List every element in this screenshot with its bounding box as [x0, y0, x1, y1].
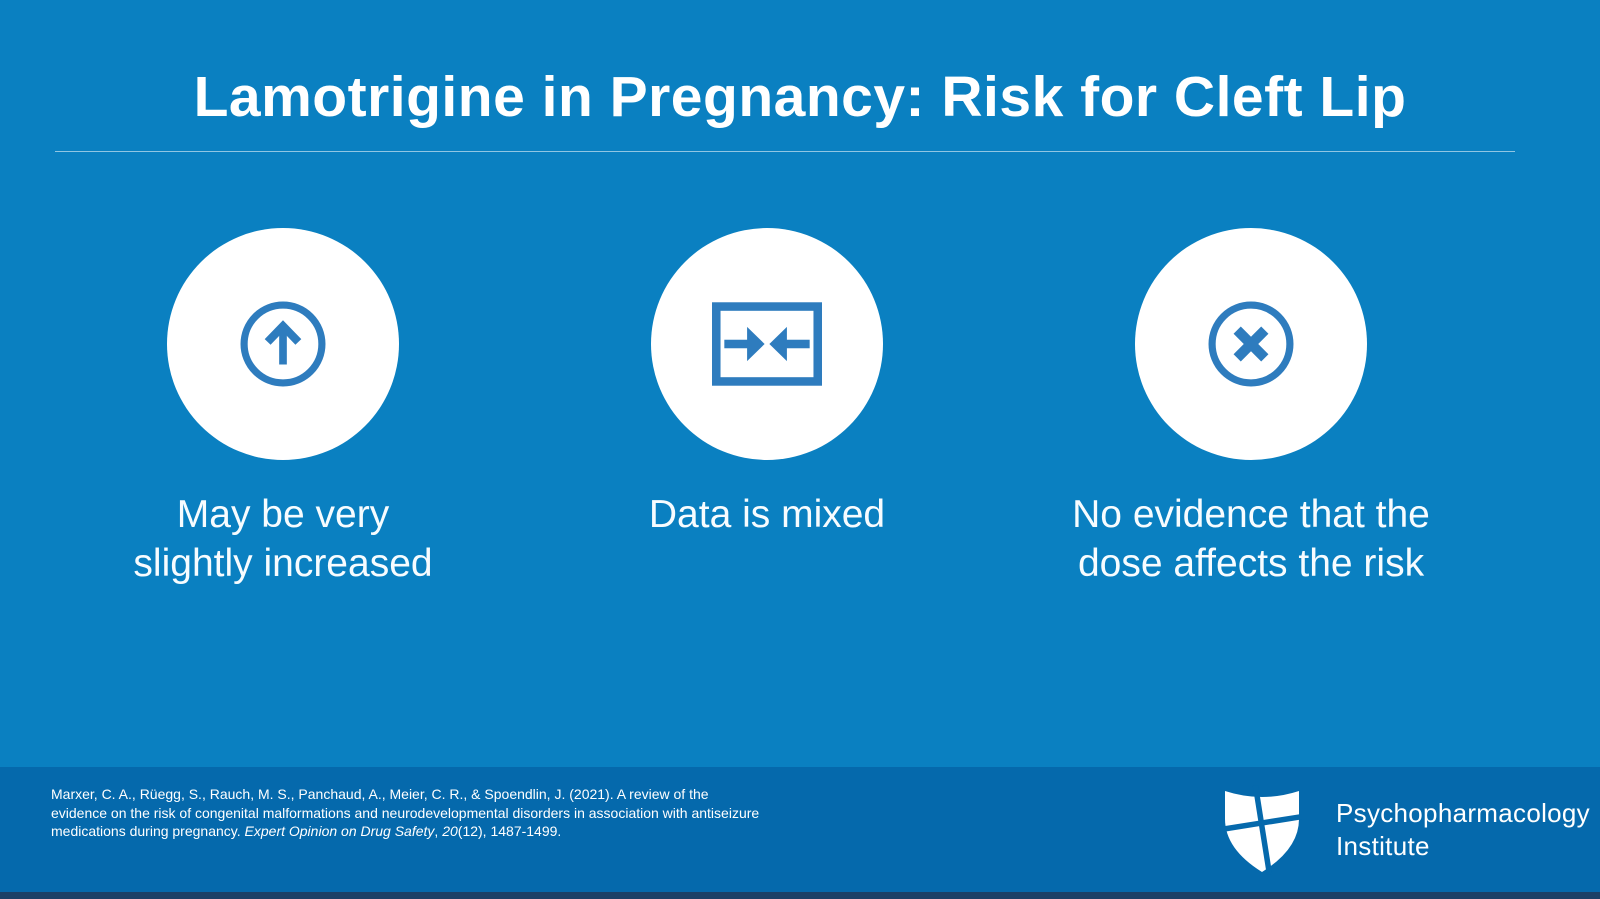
column-label: Data is mixed — [547, 490, 987, 539]
arrow-up-circle-icon — [240, 301, 326, 387]
column-increased-risk: May be very slightly increased — [63, 228, 503, 588]
x-circle-icon — [1208, 301, 1294, 387]
logo-line-2: Institute — [1336, 831, 1430, 861]
shield-logo-icon — [1222, 785, 1302, 875]
column-mixed-data: Data is mixed — [547, 228, 987, 539]
converging-arrows-icon — [712, 302, 822, 386]
label-line: slightly increased — [133, 542, 433, 585]
citation-part2: (12), 1487-1499. — [457, 823, 562, 839]
citation-text: Marxer, C. A., Rüegg, S., Rauch, M. S., … — [51, 785, 763, 841]
column-no-dose-effect: No evidence that the dose affects the ri… — [1031, 228, 1471, 588]
footer-band: Marxer, C. A., Rüegg, S., Rauch, M. S., … — [0, 767, 1600, 892]
label-line: dose affects the risk — [1077, 542, 1425, 585]
column-label: May be very slightly increased — [63, 490, 503, 588]
column-label: No evidence that the dose affects the ri… — [1031, 490, 1471, 588]
citation-journal: Expert Opinion on Drug Safety — [244, 823, 435, 839]
citation-separator: , — [434, 823, 443, 839]
circle-badge — [167, 228, 399, 460]
logo-line-1: Psychopharmacology — [1336, 798, 1590, 828]
citation-part1: Marxer, C. A., Rüegg, S., Rauch, M. S., … — [51, 786, 760, 839]
bottom-strip — [0, 892, 1600, 899]
logo-wordmark: Psychopharmacology Institute — [1336, 797, 1590, 863]
label-line: May be very — [176, 493, 390, 536]
psychopharmacology-institute-logo: Psychopharmacology Institute — [1222, 785, 1590, 875]
circle-badge — [1135, 228, 1367, 460]
page-title: Lamotrigine in Pregnancy: Risk for Cleft… — [193, 65, 1407, 129]
label-line: No evidence that the — [1072, 493, 1430, 536]
label-line: Data is mixed — [648, 493, 886, 536]
circle-badge — [651, 228, 883, 460]
title-divider — [55, 151, 1515, 152]
citation-volume: 20 — [442, 823, 458, 839]
